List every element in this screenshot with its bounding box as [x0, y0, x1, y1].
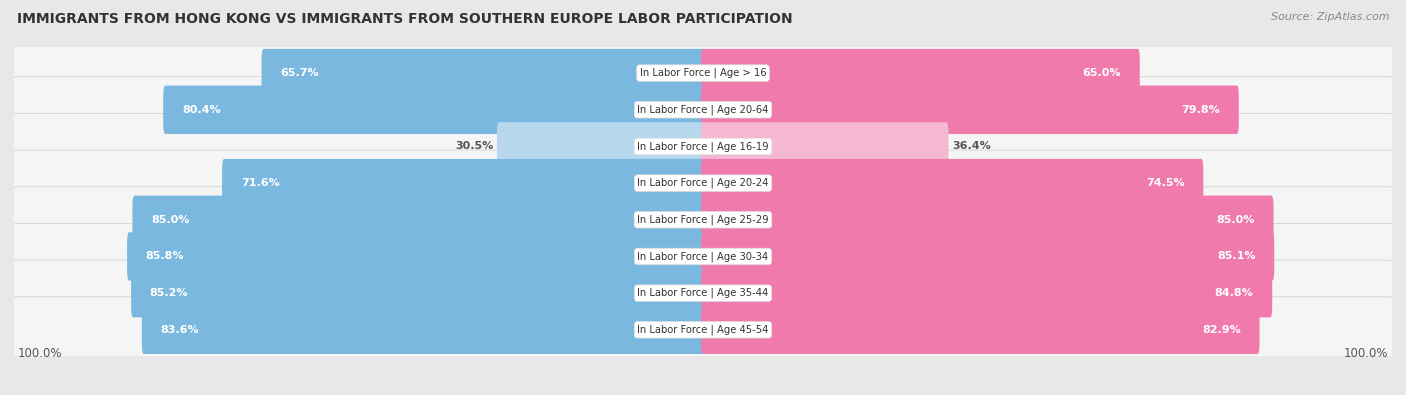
- Text: 65.0%: 65.0%: [1083, 68, 1121, 78]
- Text: 82.9%: 82.9%: [1202, 325, 1240, 335]
- Text: 80.4%: 80.4%: [181, 105, 221, 115]
- FancyBboxPatch shape: [702, 86, 1239, 134]
- FancyBboxPatch shape: [127, 232, 704, 281]
- FancyBboxPatch shape: [13, 40, 1393, 106]
- Text: 85.8%: 85.8%: [146, 252, 184, 261]
- Text: 84.8%: 84.8%: [1215, 288, 1254, 298]
- FancyBboxPatch shape: [702, 49, 1140, 97]
- FancyBboxPatch shape: [702, 122, 949, 171]
- Text: In Labor Force | Age > 16: In Labor Force | Age > 16: [640, 68, 766, 78]
- FancyBboxPatch shape: [702, 196, 1274, 244]
- FancyBboxPatch shape: [13, 297, 1393, 363]
- FancyBboxPatch shape: [13, 224, 1393, 290]
- Text: In Labor Force | Age 20-64: In Labor Force | Age 20-64: [637, 105, 769, 115]
- FancyBboxPatch shape: [262, 49, 704, 97]
- FancyBboxPatch shape: [13, 77, 1393, 143]
- Text: 85.2%: 85.2%: [150, 288, 188, 298]
- Text: 83.6%: 83.6%: [160, 325, 200, 335]
- Text: 74.5%: 74.5%: [1146, 178, 1185, 188]
- FancyBboxPatch shape: [131, 269, 704, 317]
- FancyBboxPatch shape: [702, 232, 1274, 281]
- Legend: Immigrants from Hong Kong, Immigrants from Southern Europe: Immigrants from Hong Kong, Immigrants fr…: [472, 394, 934, 395]
- FancyBboxPatch shape: [702, 159, 1204, 207]
- Text: 85.0%: 85.0%: [1216, 215, 1254, 225]
- Text: 79.8%: 79.8%: [1181, 105, 1220, 115]
- FancyBboxPatch shape: [13, 187, 1393, 253]
- Text: 65.7%: 65.7%: [280, 68, 319, 78]
- FancyBboxPatch shape: [13, 113, 1393, 179]
- FancyBboxPatch shape: [132, 196, 704, 244]
- Text: In Labor Force | Age 35-44: In Labor Force | Age 35-44: [637, 288, 769, 298]
- FancyBboxPatch shape: [702, 306, 1260, 354]
- FancyBboxPatch shape: [13, 150, 1393, 216]
- FancyBboxPatch shape: [163, 86, 704, 134]
- Text: Source: ZipAtlas.com: Source: ZipAtlas.com: [1271, 12, 1389, 22]
- FancyBboxPatch shape: [222, 159, 704, 207]
- Text: In Labor Force | Age 30-34: In Labor Force | Age 30-34: [637, 251, 769, 262]
- Text: In Labor Force | Age 45-54: In Labor Force | Age 45-54: [637, 325, 769, 335]
- Text: 100.0%: 100.0%: [1344, 347, 1389, 360]
- FancyBboxPatch shape: [702, 269, 1272, 317]
- FancyBboxPatch shape: [496, 122, 704, 171]
- Text: In Labor Force | Age 25-29: In Labor Force | Age 25-29: [637, 214, 769, 225]
- FancyBboxPatch shape: [13, 260, 1393, 326]
- Text: 30.5%: 30.5%: [456, 141, 494, 151]
- Text: 85.1%: 85.1%: [1218, 252, 1256, 261]
- Text: IMMIGRANTS FROM HONG KONG VS IMMIGRANTS FROM SOUTHERN EUROPE LABOR PARTICIPATION: IMMIGRANTS FROM HONG KONG VS IMMIGRANTS …: [17, 12, 793, 26]
- Text: 71.6%: 71.6%: [240, 178, 280, 188]
- Text: 36.4%: 36.4%: [952, 141, 991, 151]
- Text: In Labor Force | Age 20-24: In Labor Force | Age 20-24: [637, 178, 769, 188]
- Text: 100.0%: 100.0%: [17, 347, 62, 360]
- Text: In Labor Force | Age 16-19: In Labor Force | Age 16-19: [637, 141, 769, 152]
- FancyBboxPatch shape: [142, 306, 704, 354]
- Text: 85.0%: 85.0%: [152, 215, 190, 225]
